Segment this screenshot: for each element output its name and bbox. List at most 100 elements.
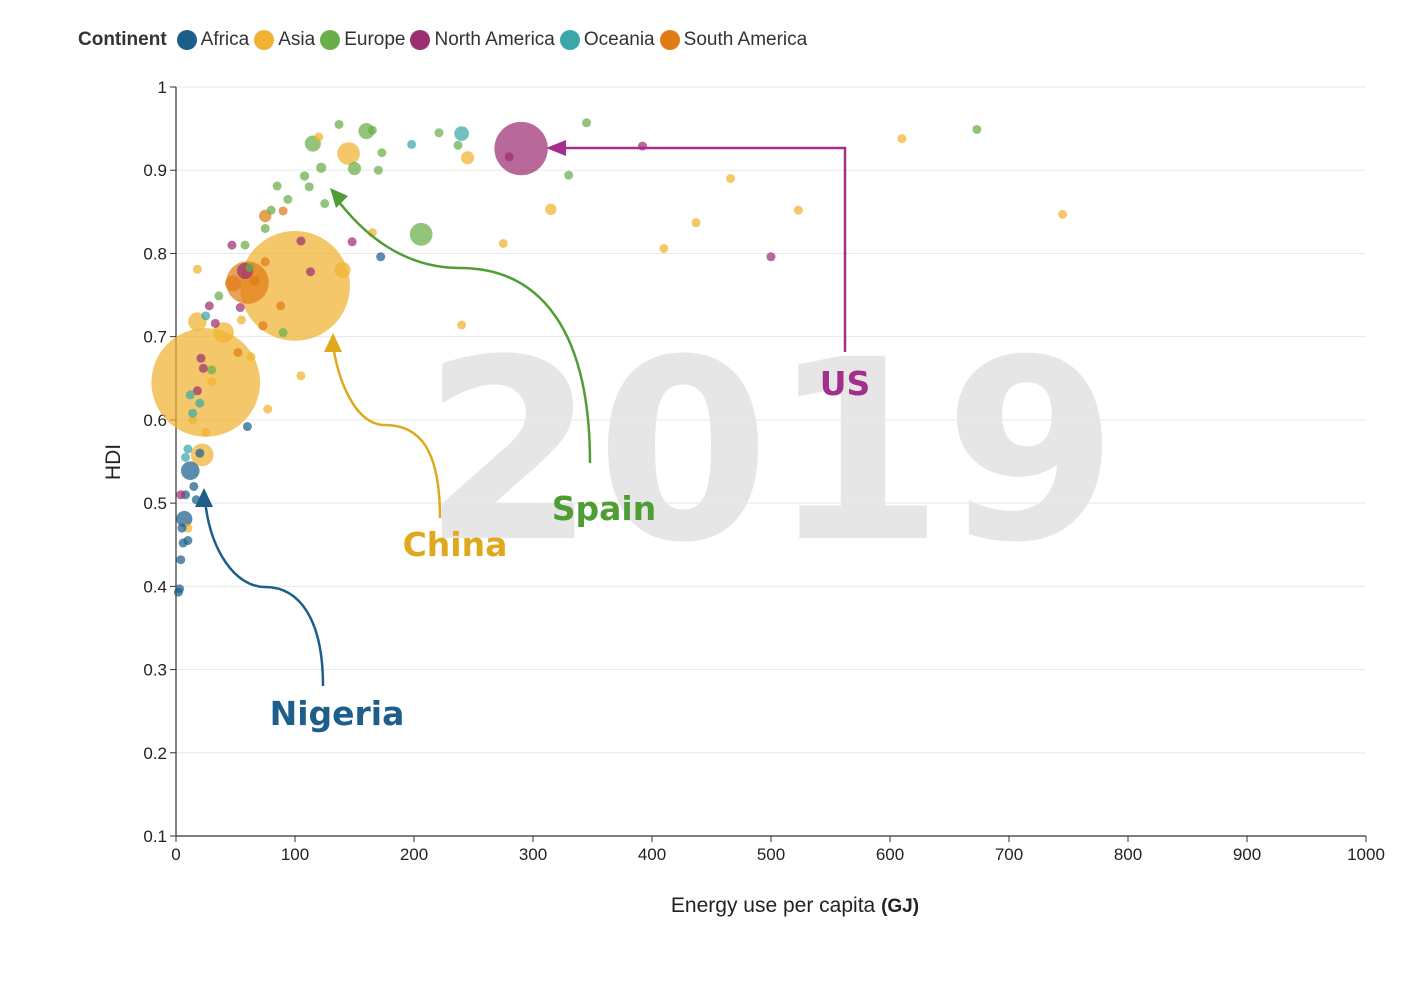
data-point-asia[interactable]	[201, 427, 211, 438]
data-point-asia[interactable]	[314, 132, 324, 142]
data-point-europe[interactable]	[334, 119, 344, 129]
data-point-north-america[interactable]	[296, 236, 306, 246]
legend-item-europe[interactable]: Europe	[320, 29, 405, 51]
data-point-north-america[interactable]	[198, 363, 208, 373]
data-point-south-america[interactable]	[276, 301, 286, 311]
data-point-europe[interactable]	[266, 205, 276, 215]
data-point-africa[interactable]	[178, 538, 188, 548]
data-point-europe[interactable]	[347, 161, 362, 176]
data-point-europe[interactable]	[214, 291, 224, 301]
data-point-asia[interactable]	[246, 352, 256, 362]
data-point-north-america[interactable]	[210, 318, 220, 328]
data-point-north-america[interactable]	[235, 303, 245, 313]
data-point-asia[interactable]	[897, 134, 907, 144]
data-point-europe[interactable]	[582, 118, 592, 128]
data-point-asia[interactable]	[207, 377, 217, 387]
data-point-africa[interactable]	[177, 523, 187, 533]
data-point-europe[interactable]	[367, 125, 377, 135]
legend-item-oceania[interactable]: Oceania	[559, 29, 655, 51]
data-point-asia[interactable]	[460, 151, 475, 165]
data-point-asia[interactable]	[545, 203, 557, 216]
data-point-asia[interactable]	[337, 142, 360, 165]
x-axis-title-text: Energy use per capita	[671, 894, 876, 917]
data-point-europe[interactable]	[453, 140, 463, 150]
data-point-africa[interactable]	[173, 587, 183, 597]
legend-item-africa[interactable]: Africa	[176, 29, 249, 51]
data-point-europe[interactable]	[320, 199, 330, 209]
legend-item-south-america[interactable]: South America	[659, 29, 807, 51]
data-point-asia[interactable]	[793, 205, 803, 215]
data-point-africa[interactable]	[176, 510, 193, 527]
legend-swatch	[176, 30, 197, 50]
data-point-europe[interactable]	[434, 128, 444, 138]
data-point-south-america[interactable]	[260, 257, 270, 267]
data-point-oceania[interactable]	[407, 139, 417, 149]
data-point-oceania[interactable]	[181, 452, 191, 462]
annotation-nigeria: Nigeria	[195, 488, 404, 733]
data-point-asia[interactable]	[213, 322, 234, 343]
data-point-north-america[interactable]	[347, 237, 357, 247]
data-point-north-america[interactable]	[305, 267, 315, 277]
data-point-europe[interactable]	[409, 222, 433, 246]
data-point-europe[interactable]	[272, 181, 282, 191]
data-point-north-america[interactable]	[504, 152, 514, 162]
data-point-europe[interactable]	[207, 365, 217, 375]
data-point-asia[interactable]	[1058, 209, 1068, 219]
legend-item-asia[interactable]: Asia	[254, 29, 315, 51]
data-point-africa[interactable]	[180, 461, 200, 480]
data-point-europe[interactable]	[316, 162, 327, 173]
data-point-oceania[interactable]	[454, 126, 469, 141]
data-point-oceania[interactable]	[183, 444, 193, 454]
data-point-north-america[interactable]	[204, 301, 214, 311]
data-point-africa[interactable]	[376, 252, 386, 262]
data-point-asia[interactable]	[236, 315, 246, 325]
data-point-asia[interactable]	[659, 243, 669, 253]
data-point-europe[interactable]	[564, 170, 574, 180]
x-tick-label: 500	[757, 845, 785, 864]
data-point-asia[interactable]	[726, 174, 736, 184]
data-point-south-america[interactable]	[249, 275, 260, 286]
data-point-africa[interactable]	[242, 422, 252, 432]
data-point-asia[interactable]	[188, 415, 198, 425]
annotation-spain-arrowhead	[330, 188, 348, 208]
data-point-south-america[interactable]	[226, 261, 269, 304]
data-point-europe[interactable]	[299, 171, 310, 181]
data-point-africa[interactable]	[195, 448, 205, 458]
data-point-south-america[interactable]	[233, 347, 243, 357]
data-point-north-america[interactable]	[766, 252, 776, 262]
data-point-africa[interactable]	[176, 555, 186, 565]
data-point-europe[interactable]	[278, 328, 288, 338]
data-point-europe[interactable]	[373, 165, 383, 175]
data-point-asia[interactable]	[296, 371, 306, 381]
data-point-oceania[interactable]	[188, 408, 198, 418]
data-point-north-america[interactable]	[494, 121, 548, 176]
data-point-europe[interactable]	[260, 223, 270, 233]
data-point-south-america[interactable]	[278, 206, 288, 216]
data-point-europe[interactable]	[240, 240, 250, 250]
data-point-asia[interactable]	[263, 404, 273, 414]
data-point-south-america[interactable]	[225, 275, 242, 292]
data-point-oceania[interactable]	[185, 390, 195, 400]
data-point-europe[interactable]	[377, 148, 387, 158]
data-point-north-america[interactable]	[227, 240, 237, 250]
data-point-north-america[interactable]	[176, 490, 186, 500]
data-point-oceania[interactable]	[201, 311, 211, 321]
data-point-asia[interactable]	[498, 238, 508, 248]
data-point-europe[interactable]	[304, 182, 314, 192]
legend: Continent Africa Asia Europe North Ameri…	[78, 29, 812, 51]
data-point-north-america[interactable]	[196, 353, 206, 363]
legend-item-north-america[interactable]: North America	[410, 29, 555, 51]
data-point-europe[interactable]	[245, 263, 255, 273]
data-point-europe[interactable]	[972, 124, 982, 134]
data-point-oceania[interactable]	[195, 398, 205, 408]
data-point-africa[interactable]	[189, 481, 199, 491]
data-point-asia[interactable]	[334, 262, 351, 279]
data-point-asia[interactable]	[457, 320, 467, 330]
data-point-asia[interactable]	[151, 328, 261, 437]
legend-label: Oceania	[583, 29, 655, 50]
data-point-asia[interactable]	[691, 218, 701, 228]
data-point-asia[interactable]	[192, 264, 202, 274]
data-point-europe[interactable]	[283, 194, 293, 204]
data-point-north-america[interactable]	[192, 386, 202, 396]
data-point-south-america[interactable]	[258, 321, 268, 331]
